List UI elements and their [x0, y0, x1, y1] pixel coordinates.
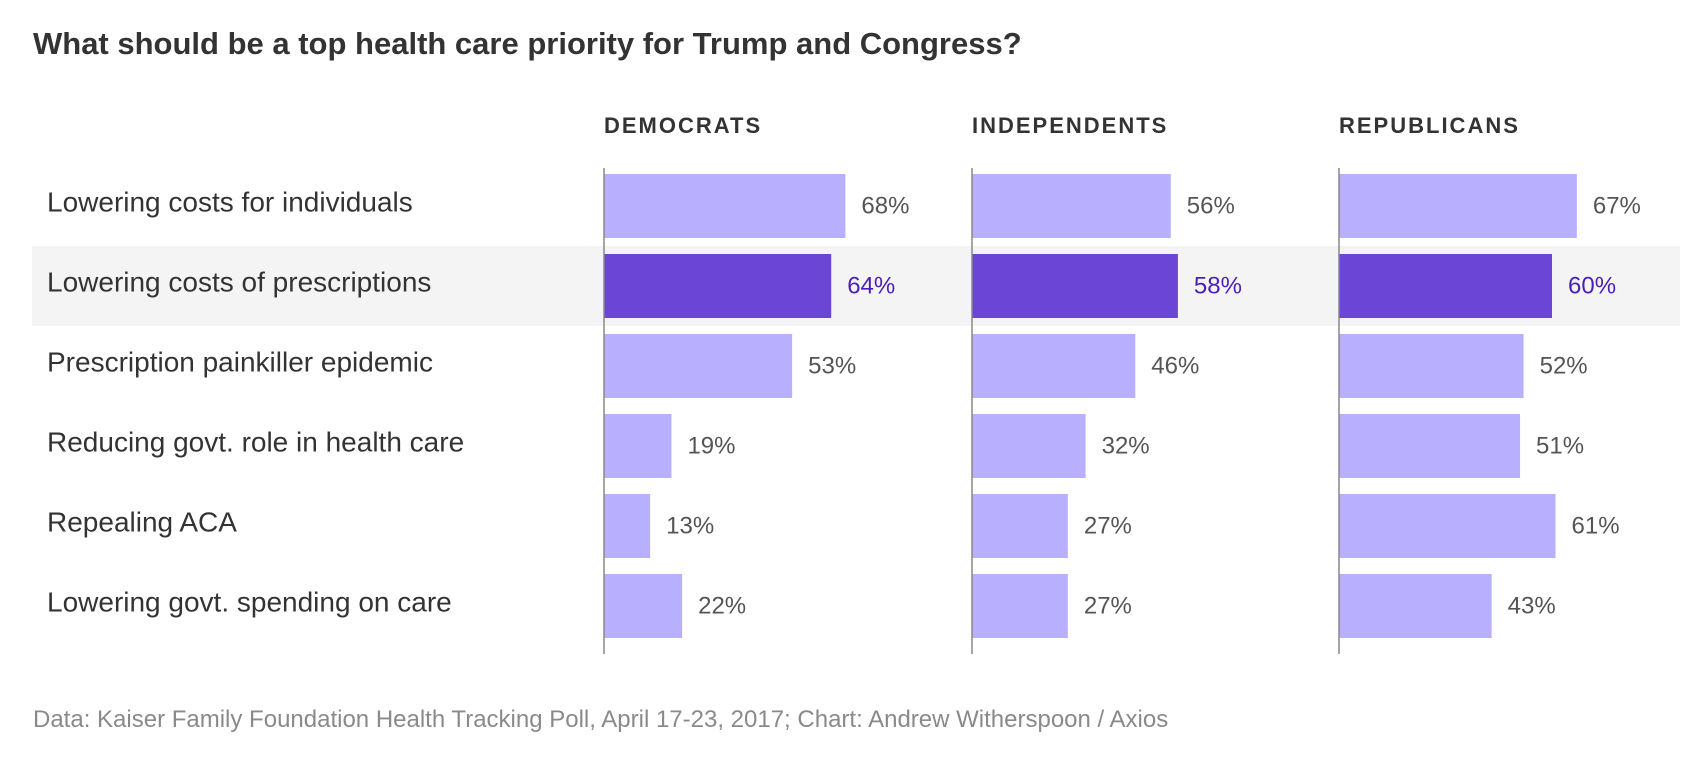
value-label: 56%	[1187, 192, 1235, 219]
bar	[1339, 494, 1556, 558]
bar	[604, 174, 846, 238]
value-label: 64%	[847, 272, 895, 299]
value-label: 68%	[861, 192, 909, 219]
value-label: 32%	[1102, 432, 1150, 459]
bar	[972, 334, 1136, 398]
category-label: Prescription painkiller epidemic	[47, 346, 433, 377]
category-label: Repealing ACA	[47, 506, 237, 537]
category-label: Lowering costs of prescriptions	[47, 266, 431, 297]
bar	[972, 174, 1171, 238]
value-label: 52%	[1540, 352, 1588, 379]
chart-title: What should be a top health care priorit…	[33, 26, 1022, 61]
series-header: INDEPENDENTS	[972, 113, 1168, 138]
value-label: 19%	[687, 432, 735, 459]
value-label: 61%	[1572, 512, 1620, 539]
bar	[972, 254, 1178, 318]
value-label: 46%	[1151, 352, 1199, 379]
series-header: REPUBLICANS	[1339, 113, 1520, 138]
category-label: Reducing govt. role in health care	[47, 426, 464, 457]
bar	[972, 414, 1086, 478]
value-label: 53%	[808, 352, 856, 379]
bar	[972, 494, 1068, 558]
value-label: 22%	[698, 592, 746, 619]
value-label: 27%	[1084, 592, 1132, 619]
value-label: 58%	[1194, 272, 1242, 299]
category-label: Lowering govt. spending on care	[47, 586, 452, 617]
bar	[1339, 574, 1492, 638]
bar-chart: Lowering costs for individuals Lowering c…	[32, 113, 1680, 654]
bar	[972, 574, 1068, 638]
value-label: 43%	[1508, 592, 1556, 619]
category-label: Lowering costs for individuals	[47, 186, 413, 217]
value-label: 27%	[1084, 512, 1132, 539]
bar	[1339, 334, 1524, 398]
bar	[604, 334, 793, 398]
bar	[604, 254, 832, 318]
value-label: 60%	[1568, 272, 1616, 299]
source-note: Data: Kaiser Family Foundation Health Tr…	[33, 706, 1169, 733]
value-label: 51%	[1536, 432, 1584, 459]
bar	[604, 494, 651, 558]
series-header: DEMOCRATS	[604, 113, 762, 138]
bar	[1339, 254, 1552, 318]
bar	[1339, 174, 1577, 238]
bar	[604, 414, 672, 478]
bar	[1339, 414, 1521, 478]
value-label: 13%	[666, 512, 714, 539]
bar	[604, 574, 683, 638]
value-label: 67%	[1593, 192, 1641, 219]
